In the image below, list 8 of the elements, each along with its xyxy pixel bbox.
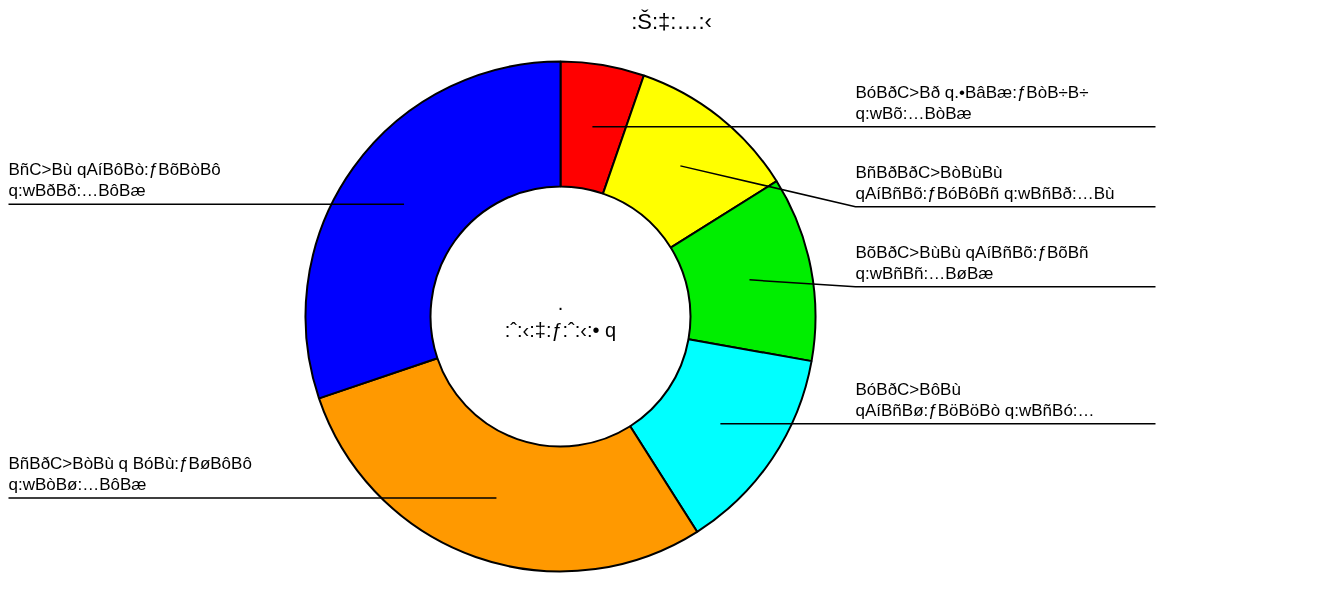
slice-label: BóBðC>BôBù qAíBñBø:ƒBöBöBò q:wBñBó:… xyxy=(855,379,1095,420)
slice-label: BñBðBðC>BòBùBù qAíBñBõ:ƒBóBôBñ q:wBñBð:…Bù xyxy=(855,162,1115,203)
slice-label: BõBðC>BùBù qAíBñBõ:ƒBõBñ q:wBñBñ:…BøBæ xyxy=(855,242,1089,283)
chart-title: :Š:‡:…:‹ xyxy=(631,8,712,34)
text: . :ˆ:‹:‡:ƒ:ˆ:‹:• q xyxy=(504,292,617,341)
slice-label: BñBðC>BòBù q BóBù:ƒBøBôBô q:wBòBø:…BôBæ xyxy=(8,454,252,495)
slice-label: BóBðC>Bð q.•BâBæ:ƒBòB÷B÷ q:wBõ:…BòBæ xyxy=(855,82,1089,123)
slice-label: BñC>Bù qAíBôBò:ƒBõBòBô q:wBðBð:…BôBæ xyxy=(8,160,221,201)
